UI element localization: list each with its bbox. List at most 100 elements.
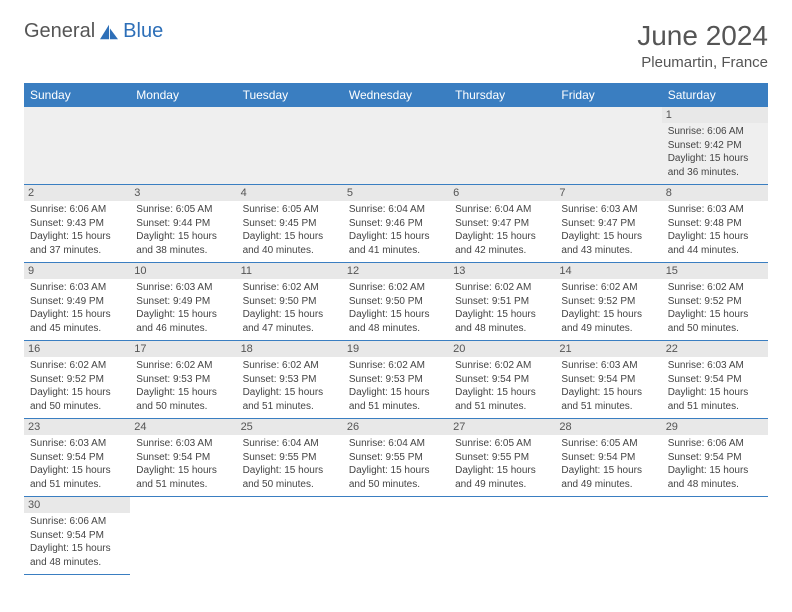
calendar-header-row: SundayMondayTuesdayWednesdayThursdayFrid…: [24, 83, 768, 107]
page-header: General Blue June 2024 Pleumartin, Franc…: [24, 20, 768, 71]
day-details: Sunrise: 6:06 AMSunset: 9:54 PMDaylight:…: [30, 515, 124, 569]
calendar-day-cell: 27Sunrise: 6:05 AMSunset: 9:55 PMDayligh…: [449, 419, 555, 497]
day-details: Sunrise: 6:04 AMSunset: 9:46 PMDaylight:…: [349, 203, 443, 257]
calendar-day-cell: 14 Sunrise: 6:02 AMSunset: 9:52 PMDayligh…: [555, 263, 661, 341]
day-number: 6: [449, 185, 555, 201]
calendar-empty-cell: [130, 497, 236, 575]
calendar-day-cell: 15 Sunrise: 6:02 AMSunset: 9:52 PMDayligh…: [662, 263, 768, 341]
calendar-day-cell: 8 Sunrise: 6:03 AMSunset: 9:48 PMDaylight…: [662, 185, 768, 263]
calendar-empty-cell: [555, 497, 661, 575]
day-details: Sunrise: 6:06 AMSunset: 9:42 PMDaylight:…: [668, 125, 762, 179]
calendar-day-cell: 16Sunrise: 6:02 AMSunset: 9:52 PMDayligh…: [24, 341, 130, 419]
calendar-day-cell: 22Sunrise: 6:03 AMSunset: 9:54 PMDayligh…: [662, 341, 768, 419]
day-number: 21: [555, 341, 661, 357]
calendar-body: 1 Sunrise: 6:06 AMSunset: 9:42 PMDaylight…: [24, 107, 768, 575]
day-number: 22: [662, 341, 768, 357]
day-number: 5: [343, 185, 449, 201]
calendar-day-cell: 2 Sunrise: 6:06 AMSunset: 9:43 PMDaylight…: [24, 185, 130, 263]
day-number: 24: [130, 419, 236, 435]
day-details: Sunrise: 6:03 AMSunset: 9:54 PMDaylight:…: [136, 437, 230, 491]
weekday-header: Friday: [555, 83, 661, 107]
day-number: 23: [24, 419, 130, 435]
day-details: Sunrise: 6:02 AMSunset: 9:52 PMDaylight:…: [668, 281, 762, 335]
calendar-day-cell: 17 Sunrise: 6:02 AMSunset: 9:53 PMDayligh…: [130, 341, 236, 419]
calendar-day-cell: 20 Sunrise: 6:02 AMSunset: 9:54 PMDayligh…: [449, 341, 555, 419]
calendar-week-row: 9Sunrise: 6:03 AMSunset: 9:49 PMDaylight…: [24, 263, 768, 341]
day-number: 15: [662, 263, 768, 279]
day-details: Sunrise: 6:03 AMSunset: 9:48 PMDaylight:…: [668, 203, 762, 257]
day-number: 26: [343, 419, 449, 435]
day-details: Sunrise: 6:03 AMSunset: 9:49 PMDaylight:…: [136, 281, 230, 335]
day-number: 12: [343, 263, 449, 279]
day-number: 14: [555, 263, 661, 279]
day-number: 11: [237, 263, 343, 279]
calendar-day-cell: 30 Sunrise: 6:06 AMSunset: 9:54 PMDayligh…: [24, 497, 130, 575]
calendar-day-cell: 18Sunrise: 6:02 AMSunset: 9:53 PMDayligh…: [237, 341, 343, 419]
weekday-header: Tuesday: [237, 83, 343, 107]
day-number: 25: [237, 419, 343, 435]
calendar-day-cell: 12Sunrise: 6:02 AMSunset: 9:50 PMDayligh…: [343, 263, 449, 341]
calendar-day-cell: 13Sunrise: 6:02 AMSunset: 9:51 PMDayligh…: [449, 263, 555, 341]
calendar-week-row: 16Sunrise: 6:02 AMSunset: 9:52 PMDayligh…: [24, 341, 768, 419]
day-number: 10: [130, 263, 236, 279]
day-details: Sunrise: 6:03 AMSunset: 9:54 PMDaylight:…: [30, 437, 124, 491]
day-details: Sunrise: 6:03 AMSunset: 9:49 PMDaylight:…: [30, 281, 124, 335]
day-details: Sunrise: 6:02 AMSunset: 9:50 PMDaylight:…: [243, 281, 337, 335]
calendar-week-row: 1 Sunrise: 6:06 AMSunset: 9:42 PMDaylight…: [24, 107, 768, 185]
weekday-header: Sunday: [24, 83, 130, 107]
calendar-day-cell: 19 Sunrise: 6:02 AMSunset: 9:53 PMDayligh…: [343, 341, 449, 419]
day-number: 1: [662, 107, 768, 123]
calendar-week-row: 2 Sunrise: 6:06 AMSunset: 9:43 PMDaylight…: [24, 185, 768, 263]
weekday-header: Monday: [130, 83, 236, 107]
day-number: 19: [343, 341, 449, 357]
weekday-header: Saturday: [662, 83, 768, 107]
calendar-day-cell: 29 Sunrise: 6:06 AMSunset: 9:54 PMDayligh…: [662, 419, 768, 497]
day-number: 28: [555, 419, 661, 435]
day-details: Sunrise: 6:02 AMSunset: 9:52 PMDaylight:…: [561, 281, 655, 335]
day-number: 2: [24, 185, 130, 201]
day-number: 16: [24, 341, 130, 357]
calendar-week-row: 30 Sunrise: 6:06 AMSunset: 9:54 PMDayligh…: [24, 497, 768, 575]
day-number: 29: [662, 419, 768, 435]
day-number: 17: [130, 341, 236, 357]
calendar-empty-cell: [343, 107, 449, 185]
logo-word-general: General: [24, 20, 95, 43]
calendar-day-cell: 6 Sunrise: 6:04 AMSunset: 9:47 PMDaylight…: [449, 185, 555, 263]
calendar-day-cell: 28Sunrise: 6:05 AMSunset: 9:54 PMDayligh…: [555, 419, 661, 497]
calendar-day-cell: 10 Sunrise: 6:03 AMSunset: 9:49 PMDayligh…: [130, 263, 236, 341]
calendar-day-cell: 21Sunrise: 6:03 AMSunset: 9:54 PMDayligh…: [555, 341, 661, 419]
calendar-empty-cell: [237, 107, 343, 185]
day-details: Sunrise: 6:02 AMSunset: 9:53 PMDaylight:…: [349, 359, 443, 413]
calendar-day-cell: 3Sunrise: 6:05 AMSunset: 9:44 PMDaylight…: [130, 185, 236, 263]
day-number: 7: [555, 185, 661, 201]
day-details: Sunrise: 6:06 AMSunset: 9:43 PMDaylight:…: [30, 203, 124, 257]
calendar-empty-cell: [449, 107, 555, 185]
day-details: Sunrise: 6:04 AMSunset: 9:47 PMDaylight:…: [455, 203, 549, 257]
day-details: Sunrise: 6:02 AMSunset: 9:53 PMDaylight:…: [136, 359, 230, 413]
calendar-day-cell: 1 Sunrise: 6:06 AMSunset: 9:42 PMDaylight…: [662, 107, 768, 185]
day-details: Sunrise: 6:06 AMSunset: 9:54 PMDaylight:…: [668, 437, 762, 491]
day-number: 27: [449, 419, 555, 435]
calendar-day-cell: 5 Sunrise: 6:04 AMSunset: 9:46 PMDaylight…: [343, 185, 449, 263]
day-details: Sunrise: 6:03 AMSunset: 9:47 PMDaylight:…: [561, 203, 655, 257]
logo-word-blue: Blue: [123, 20, 163, 43]
calendar-empty-cell: [662, 497, 768, 575]
calendar-empty-cell: [555, 107, 661, 185]
calendar-empty-cell: [24, 107, 130, 185]
day-number: 8: [662, 185, 768, 201]
day-details: Sunrise: 6:05 AMSunset: 9:45 PMDaylight:…: [243, 203, 337, 257]
calendar-empty-cell: [449, 497, 555, 575]
calendar-day-cell: 25Sunrise: 6:04 AMSunset: 9:55 PMDayligh…: [237, 419, 343, 497]
calendar-day-cell: 26Sunrise: 6:04 AMSunset: 9:55 PMDayligh…: [343, 419, 449, 497]
day-number: 20: [449, 341, 555, 357]
day-number: 18: [237, 341, 343, 357]
calendar-day-cell: 23 Sunrise: 6:03 AMSunset: 9:54 PMDayligh…: [24, 419, 130, 497]
day-number: 30: [24, 497, 130, 513]
weekday-header: Wednesday: [343, 83, 449, 107]
weekday-header: Thursday: [449, 83, 555, 107]
day-number: 3: [130, 185, 236, 201]
calendar-day-cell: 24 Sunrise: 6:03 AMSunset: 9:54 PMDayligh…: [130, 419, 236, 497]
day-details: Sunrise: 6:02 AMSunset: 9:54 PMDaylight:…: [455, 359, 549, 413]
title-block: June 2024 Pleumartin, France: [637, 20, 768, 71]
day-details: Sunrise: 6:02 AMSunset: 9:51 PMDaylight:…: [455, 281, 549, 335]
